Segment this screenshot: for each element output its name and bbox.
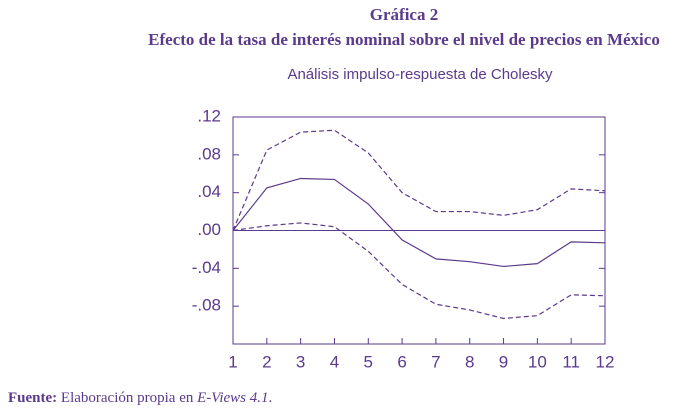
y-tick-label: .12 bbox=[197, 106, 221, 125]
x-tick-label: 1 bbox=[228, 352, 237, 371]
x-tick-label: 9 bbox=[499, 352, 508, 371]
source-end: . bbox=[268, 390, 273, 406]
chart-caption: Análisis impulso-respuesta de Cholesky bbox=[287, 66, 553, 83]
x-tick-label: 2 bbox=[262, 352, 271, 371]
band-line bbox=[232, 129, 606, 231]
y-tick-label: .00 bbox=[197, 220, 221, 239]
source-label: Fuente: bbox=[8, 390, 58, 406]
x-tick-label: 8 bbox=[465, 352, 474, 371]
chart-subtitle: Efecto de la tasa de interés nominal sob… bbox=[148, 30, 660, 49]
x-tick-label: 5 bbox=[364, 352, 373, 371]
response-line bbox=[232, 177, 606, 268]
y-tick-label: .04 bbox=[197, 182, 221, 201]
y-tick-label: -.08 bbox=[192, 296, 221, 315]
source-software: E-Views 4.1 bbox=[197, 390, 269, 406]
x-tick-label: 3 bbox=[296, 352, 305, 371]
x-tick-label: 4 bbox=[330, 352, 339, 371]
source-note: Fuente: Elaboración propia en E-Views 4.… bbox=[8, 390, 272, 407]
band-line bbox=[232, 222, 606, 320]
chart-title: Gráfica 2 bbox=[370, 5, 438, 24]
y-tick-label: .08 bbox=[197, 144, 221, 163]
x-tick-label: 6 bbox=[397, 352, 406, 371]
y-tick-label: -.04 bbox=[192, 258, 221, 277]
x-tick-label: 11 bbox=[562, 352, 580, 371]
x-tick-label: 10 bbox=[528, 352, 547, 371]
x-tick-label: 7 bbox=[431, 352, 440, 371]
x-tick-label: 12 bbox=[596, 352, 615, 371]
source-text: Elaboración propia en bbox=[60, 390, 194, 406]
